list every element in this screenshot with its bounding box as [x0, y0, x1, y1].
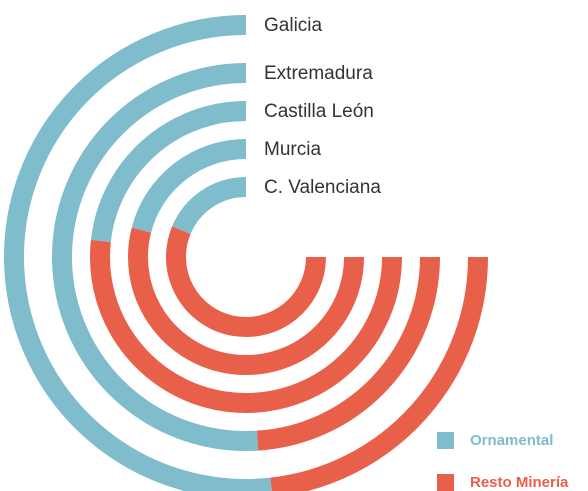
- ring-segment: [128, 227, 364, 375]
- ring-segment: [172, 177, 247, 235]
- ring-segment: [52, 63, 259, 451]
- ring-segment: [131, 139, 247, 233]
- ring-segment: [270, 256, 488, 491]
- ring-segment: [166, 226, 326, 337]
- ring-segment: [256, 256, 440, 451]
- legend-label: Ornamental: [470, 432, 553, 449]
- legend-swatch: [437, 474, 454, 491]
- category-label: Extremadura: [264, 63, 373, 84]
- ring-segment: [4, 15, 272, 491]
- ring-segment: [90, 239, 402, 413]
- category-label: C. Valenciana: [264, 177, 381, 198]
- legend-label: Resto Minería: [470, 474, 569, 491]
- category-label: Galicia: [264, 15, 323, 36]
- category-label: Murcia: [264, 139, 321, 160]
- ring-segment: [90, 101, 247, 243]
- category-label: Castilla León: [264, 101, 374, 122]
- legend-swatch: [437, 432, 454, 449]
